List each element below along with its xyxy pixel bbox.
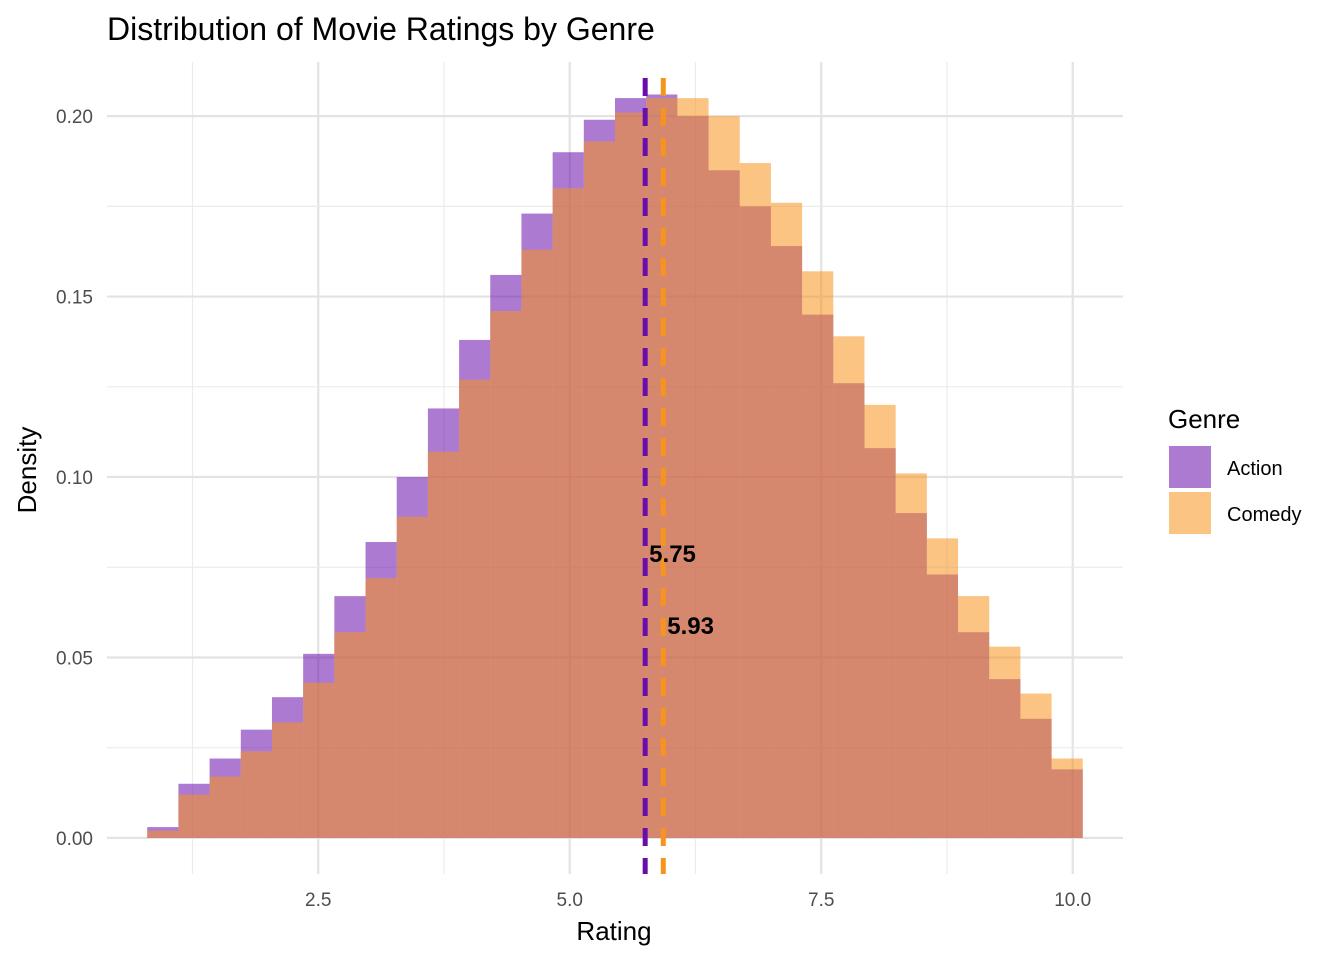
legend: Genre Action Comedy: [1168, 404, 1301, 534]
bar-comedy: [615, 112, 647, 838]
bar-comedy: [209, 776, 241, 838]
bar-comedy: [1020, 693, 1052, 838]
y-tick-label: 0.05: [56, 648, 93, 669]
x-axis-ticks: 2.5 5.0 7.5 10.0: [305, 890, 1091, 911]
bar-comedy: [147, 830, 179, 838]
bar-comedy: [958, 596, 990, 838]
legend-items: Action Comedy: [1169, 446, 1301, 534]
mean-annotations: 5.75 5.93: [649, 541, 714, 640]
bars: [147, 94, 1083, 838]
bar-comedy: [240, 751, 272, 838]
bar-comedy: [677, 98, 709, 838]
bar-comedy: [271, 722, 304, 838]
bar-comedy: [396, 516, 428, 838]
mean-label-comedy: 5.93: [667, 613, 714, 640]
y-tick-label: 0.15: [56, 288, 93, 309]
bar-comedy: [427, 451, 460, 838]
bar-comedy: [833, 336, 865, 838]
bar-comedy: [583, 141, 615, 838]
x-axis-title: Rating: [576, 916, 651, 946]
legend-label-action: Action: [1227, 458, 1283, 480]
y-axis-title: Density: [12, 427, 42, 514]
legend-title: Genre: [1168, 404, 1240, 434]
x-tick-label: 10.0: [1054, 890, 1091, 911]
x-tick-label: 5.0: [557, 890, 583, 911]
bar-comedy: [334, 632, 366, 838]
bar-comedy: [864, 404, 896, 838]
bar-comedy: [521, 249, 553, 838]
bar-comedy: [365, 578, 397, 838]
x-tick-label: 2.5: [305, 890, 331, 911]
bar-comedy: [303, 682, 335, 838]
bar-comedy: [802, 271, 834, 838]
mean-label-action: 5.75: [649, 541, 696, 568]
legend-label-comedy: Comedy: [1227, 504, 1301, 526]
x-tick-label: 7.5: [808, 890, 834, 911]
bar-comedy: [490, 311, 522, 838]
legend-swatch-comedy: [1169, 492, 1211, 534]
y-tick-label: 0.00: [56, 829, 93, 850]
chart-title: Distribution of Movie Ratings by Genre: [107, 11, 655, 47]
bar-comedy: [552, 188, 584, 838]
bar-comedy: [178, 794, 210, 838]
bar-comedy: [739, 163, 771, 838]
bar-comedy: [459, 379, 491, 838]
bar-comedy: [770, 202, 803, 838]
bar-comedy: [1051, 758, 1083, 838]
y-axis-ticks: 0.00 0.05 0.10 0.15 0.20: [56, 107, 93, 850]
bar-comedy: [926, 538, 959, 838]
bar-comedy: [895, 473, 927, 838]
y-tick-label: 0.20: [56, 107, 93, 128]
bar-comedy: [989, 646, 1021, 838]
y-tick-label: 0.10: [56, 468, 93, 489]
bar-comedy: [708, 116, 740, 838]
mean-lines: [642, 78, 666, 874]
legend-swatch-action: [1169, 446, 1211, 488]
